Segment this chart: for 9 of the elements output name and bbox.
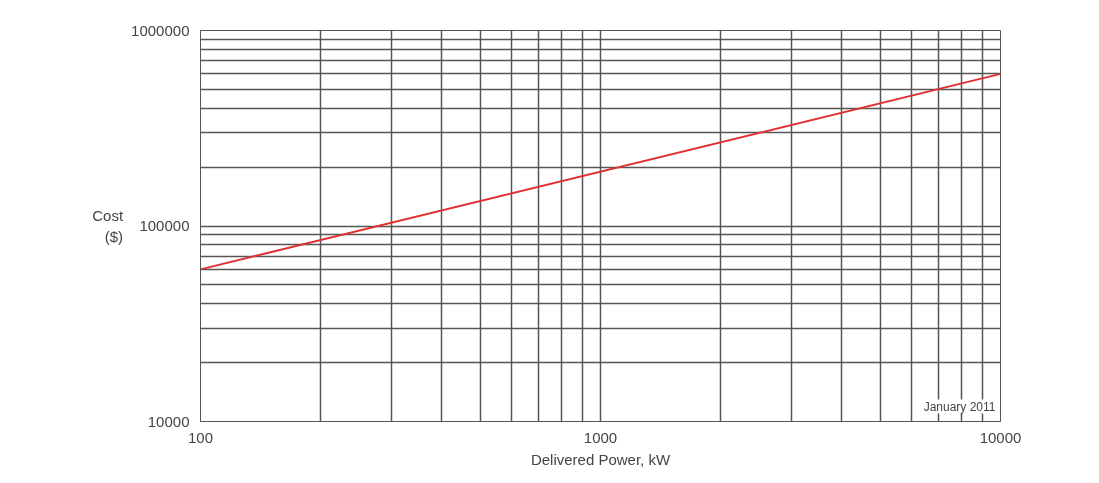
y-tick-label: 100000 — [139, 217, 190, 234]
annotation: January 2011 — [923, 399, 996, 414]
x-tick-label: 1000 — [583, 428, 618, 446]
y-tick-label: 1000000 — [131, 21, 190, 39]
y-tick-label: 10000 — [147, 412, 190, 430]
x-axis-title: Delivered Power, kW — [530, 450, 671, 468]
x-tick-label: 100 — [187, 428, 214, 446]
y-axis-title: Cost ($) — [92, 207, 124, 245]
x-tick-label: 10000 — [979, 428, 1022, 446]
